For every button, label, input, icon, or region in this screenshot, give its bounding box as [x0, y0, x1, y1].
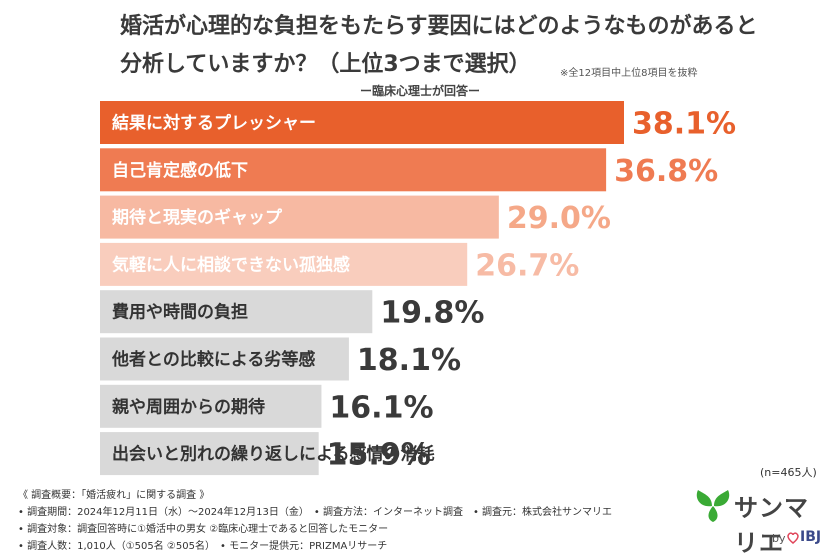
bar: [100, 101, 624, 144]
excerpt-note: ※全12項目中上位8項目を抜粋: [560, 68, 698, 79]
bar: [100, 148, 607, 192]
bar-value-label: 26.7%: [475, 248, 579, 283]
chart-title: 婚活が心理的な負担をもたらす要因にはどのようなものがあると 分析していますか？（…: [120, 8, 760, 84]
bar-chart: 結果に対するプレッシャー 38.1%自己肯定感の低下 36.8%期待と現実のギャップ…: [100, 101, 736, 476]
bar: [100, 290, 373, 334]
bar-group: 他者との比較による劣等感 18.1%: [100, 337, 461, 381]
bar-value-label: 29.0%: [507, 201, 611, 236]
brand-by: by: [772, 532, 786, 545]
bar-category-label: 自己肯定感の低下: [112, 160, 248, 181]
bar-group: 気軽に人に相談できない孤独感 26.7%: [100, 242, 579, 286]
bar-category-label: 気軽に人に相談できない孤独感: [111, 254, 350, 275]
brand-logo: サンマリエ by IBJ: [692, 484, 832, 557]
bar-value-label: 16.1%: [329, 390, 433, 425]
leaf-icon: [696, 490, 730, 522]
survey-footer: 《 調査概要：「婚活疲れ」に関する調査 》 • 調査期間：2024年12月11日…: [18, 487, 658, 555]
bar-group: 結果に対するプレッシャー 38.1%: [100, 101, 736, 144]
bar: [100, 384, 322, 428]
respondent-label: ー臨床心理士が回答ー: [360, 84, 481, 98]
brand-sub: IBJ: [800, 529, 822, 545]
heart-icon: [787, 532, 799, 544]
bar: [100, 432, 319, 476]
bar-group: 費用や時間の負担 19.8%: [100, 290, 484, 334]
bar-category-label: 他者との比較による劣等感: [111, 349, 315, 370]
bar-group: 期待と現実のギャップ 29.0%: [100, 195, 611, 239]
footer-line-2: • 調査期間：2024年12月11日（水）〜2024年12月13日（金） • 調…: [18, 507, 613, 518]
bar-category-label: 出会いと別れの繰り返しによる感情の消耗: [112, 444, 435, 465]
bar: [100, 337, 349, 381]
bar-value-label: 15.9%: [327, 438, 431, 473]
title-line-2: 分析していますか？（上位3つまで選択）: [120, 52, 531, 77]
bar-value-label: 36.8%: [614, 154, 718, 189]
sample-size: (n=465人): [760, 466, 817, 479]
footer-line-1: 《 調査概要：「婚活疲れ」に関する調査 》: [18, 490, 210, 501]
bar-category-label: 費用や時間の負担: [112, 302, 248, 323]
bar: [100, 242, 468, 286]
footer-line-4: • 調査人数：1,010人（①505名 ②505名） • モニター提供元：PRI…: [18, 541, 388, 552]
bar-value-label: 19.8%: [380, 296, 484, 331]
bar-group: 親や周囲からの期待 16.1%: [100, 384, 434, 428]
brand-name: サンマリエ: [734, 494, 809, 557]
title-line-1: 婚活が心理的な負担をもたらす要因にはどのようなものがあると: [120, 14, 758, 39]
bar-group: 自己肯定感の低下 36.8%: [100, 148, 718, 192]
bar-value-label: 18.1%: [357, 343, 461, 378]
bar-category-label: 期待と現実のギャップ: [112, 207, 283, 228]
bar: [100, 195, 499, 239]
bar-category-label: 結果に対するプレッシャー: [112, 113, 316, 134]
bar-value-label: 38.1%: [632, 107, 736, 142]
bar-category-label: 親や周囲からの期待: [112, 396, 265, 417]
footer-line-3: • 調査対象：調査回答時に①婚活中の男女 ②臨床心理士であると回答したモニター: [18, 524, 389, 535]
